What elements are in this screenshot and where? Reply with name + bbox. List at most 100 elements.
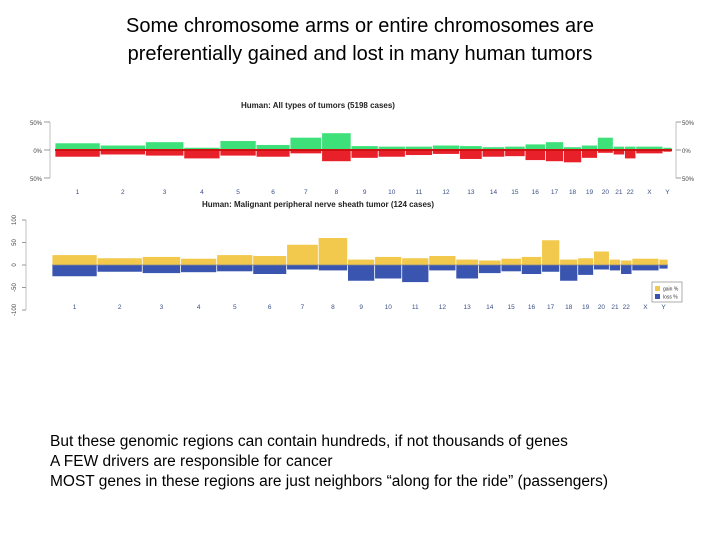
panel-2-loss-bar — [429, 265, 456, 271]
panel-1-xtick: 1 — [76, 189, 80, 196]
panel-2-xtick: 5 — [233, 304, 237, 311]
panel-2-xtick: 16 — [528, 304, 536, 311]
bullet-text: But these genomic regions can contain hu… — [50, 432, 608, 492]
panel-1-gain-bar — [482, 147, 505, 150]
panel-1-loss-bar — [55, 150, 100, 157]
panel-2-gain-bar — [318, 238, 348, 265]
panel-1-loss-bar — [613, 150, 625, 155]
panel-2-xtick: X — [643, 304, 648, 311]
panel-2-gain-bar — [593, 251, 609, 265]
panel-1-xtick: 17 — [551, 189, 559, 196]
panel-2-gain-bar — [429, 256, 456, 265]
panel-2-gain-bar — [659, 259, 668, 265]
panel-1-ytick-right: 50% — [682, 121, 695, 127]
panel-2-gain-bar — [501, 258, 521, 265]
panel-1-xtick: 21 — [615, 189, 623, 196]
panel-2-xtick: 18 — [565, 304, 573, 311]
panel-1-xtick: 15 — [511, 189, 519, 196]
panel-1-loss-bar — [100, 150, 146, 155]
panel-2-gain-bar — [402, 258, 429, 265]
panel-1-loss-bar — [482, 150, 505, 157]
panel-1-loss-bar — [459, 150, 482, 159]
panel-1-gain-bar — [525, 144, 546, 150]
panel-1-gain-bar — [432, 145, 460, 150]
panel-1-xtick: 7 — [304, 189, 308, 196]
panel-2-gain-bar — [253, 256, 287, 265]
panel-2-ytick: 100 — [12, 214, 18, 225]
panel-1-gain-bar — [613, 146, 625, 150]
panel-1-gain-bar — [636, 146, 663, 150]
panel-2-gain-bar — [578, 258, 594, 265]
panel-2-gain-bar — [621, 260, 632, 265]
panel-1-loss-bar — [184, 150, 220, 159]
panel-1-xtick: 14 — [490, 189, 498, 196]
panel-1-ytick-right: 50% — [682, 177, 695, 183]
panel-2-xtick: 4 — [197, 304, 201, 311]
panel-2-legend-label: gain % — [663, 287, 679, 293]
panel-2-gain-bar — [521, 256, 542, 265]
panel-2-xtick: 13 — [464, 304, 472, 311]
panel-2-xtick: 6 — [268, 304, 272, 311]
panel-1-xtick: 2 — [121, 189, 125, 196]
panel-2-xtick: 20 — [598, 304, 606, 311]
panel-1-gain-bar — [322, 133, 351, 150]
panel-1-xtick: 3 — [163, 189, 167, 196]
panel-2-xtick: 8 — [331, 304, 335, 311]
panel-1-loss-bar — [525, 150, 546, 161]
panel-2-loss-bar — [659, 265, 668, 269]
panel-1-loss-bar — [581, 150, 598, 158]
panel-1-ytick-left: 50% — [30, 121, 43, 127]
bullet-2: A FEW drivers are responsible for cancer — [50, 453, 333, 470]
panel-2-xtick: 21 — [611, 304, 619, 311]
panel-2-gain-bar — [609, 259, 621, 265]
panel-1-xtick: Y — [665, 189, 670, 196]
panel-2-loss-bar — [142, 265, 181, 274]
copy-number-figure: Human: All types of tumors (5198 cases) 5… — [0, 90, 720, 320]
panel-1-ytick-left: 0% — [33, 149, 42, 155]
panel-2-xtick: 9 — [359, 304, 363, 311]
panel-1-gain-bar — [505, 146, 525, 150]
panel-1-loss-bar — [636, 150, 663, 154]
panel-2-xtick: 10 — [385, 304, 393, 311]
panel-1-loss-bar — [256, 150, 290, 157]
panel-2-gain-bar — [142, 256, 181, 265]
panel-1-xtick: X — [647, 189, 652, 196]
panel-1-gain-bar — [55, 143, 100, 150]
panel-1-loss-bar — [351, 150, 378, 158]
panel-2-title: Human: Malignant peripheral nerve sheath… — [202, 200, 434, 209]
panel-2-loss-bar — [402, 265, 429, 283]
panel-1-xtick: 22 — [627, 189, 635, 196]
panel-1-gain-bar — [220, 141, 256, 150]
panel-1-xtick: 16 — [532, 189, 540, 196]
panel-1-gain-bar — [184, 147, 220, 150]
panel-1-gain-bar — [378, 146, 405, 150]
panel-2-gain-bar — [287, 244, 318, 265]
panel-1-loss-bar — [290, 150, 322, 154]
panel-2-xtick: 15 — [508, 304, 516, 311]
panel-1-loss-bar — [597, 150, 613, 153]
panel-2-gain-bar — [456, 259, 479, 265]
panel-2-legend-swatch — [655, 294, 660, 299]
panel-1-loss-bar — [432, 150, 460, 154]
bullet-1: But these genomic regions can contain hu… — [50, 433, 568, 450]
panel-1-loss-bar — [505, 150, 525, 157]
panel-1-ytick-right: 0% — [682, 149, 691, 155]
panel-2-ytick: -50 — [12, 283, 18, 292]
panel-1-gain-bar — [545, 142, 564, 150]
panel-1-gain-bar — [581, 145, 598, 150]
copy-number-svg: Human: All types of tumors (5198 cases) 5… — [12, 101, 695, 316]
panel-2-xtick: Y — [661, 304, 666, 311]
panel-2-gain-bar — [632, 258, 659, 265]
panel-2-loss-bar — [347, 265, 375, 281]
panel-2-xtick: 22 — [623, 304, 631, 311]
panel-2-legend-label: loss % — [663, 295, 678, 301]
panel-2-legend-swatch — [655, 286, 660, 291]
panel-2-gain-bar — [375, 256, 402, 265]
panel-1-gain-bar — [145, 142, 184, 150]
panel-2-loss-bar — [375, 265, 402, 279]
panel-1-gain-bar — [100, 145, 146, 150]
panel-1-xtick: 4 — [200, 189, 204, 196]
panel-2-gain-bar — [97, 258, 142, 265]
panel-1-gain-bar — [290, 137, 322, 150]
panel-2-loss-bar — [621, 265, 632, 274]
